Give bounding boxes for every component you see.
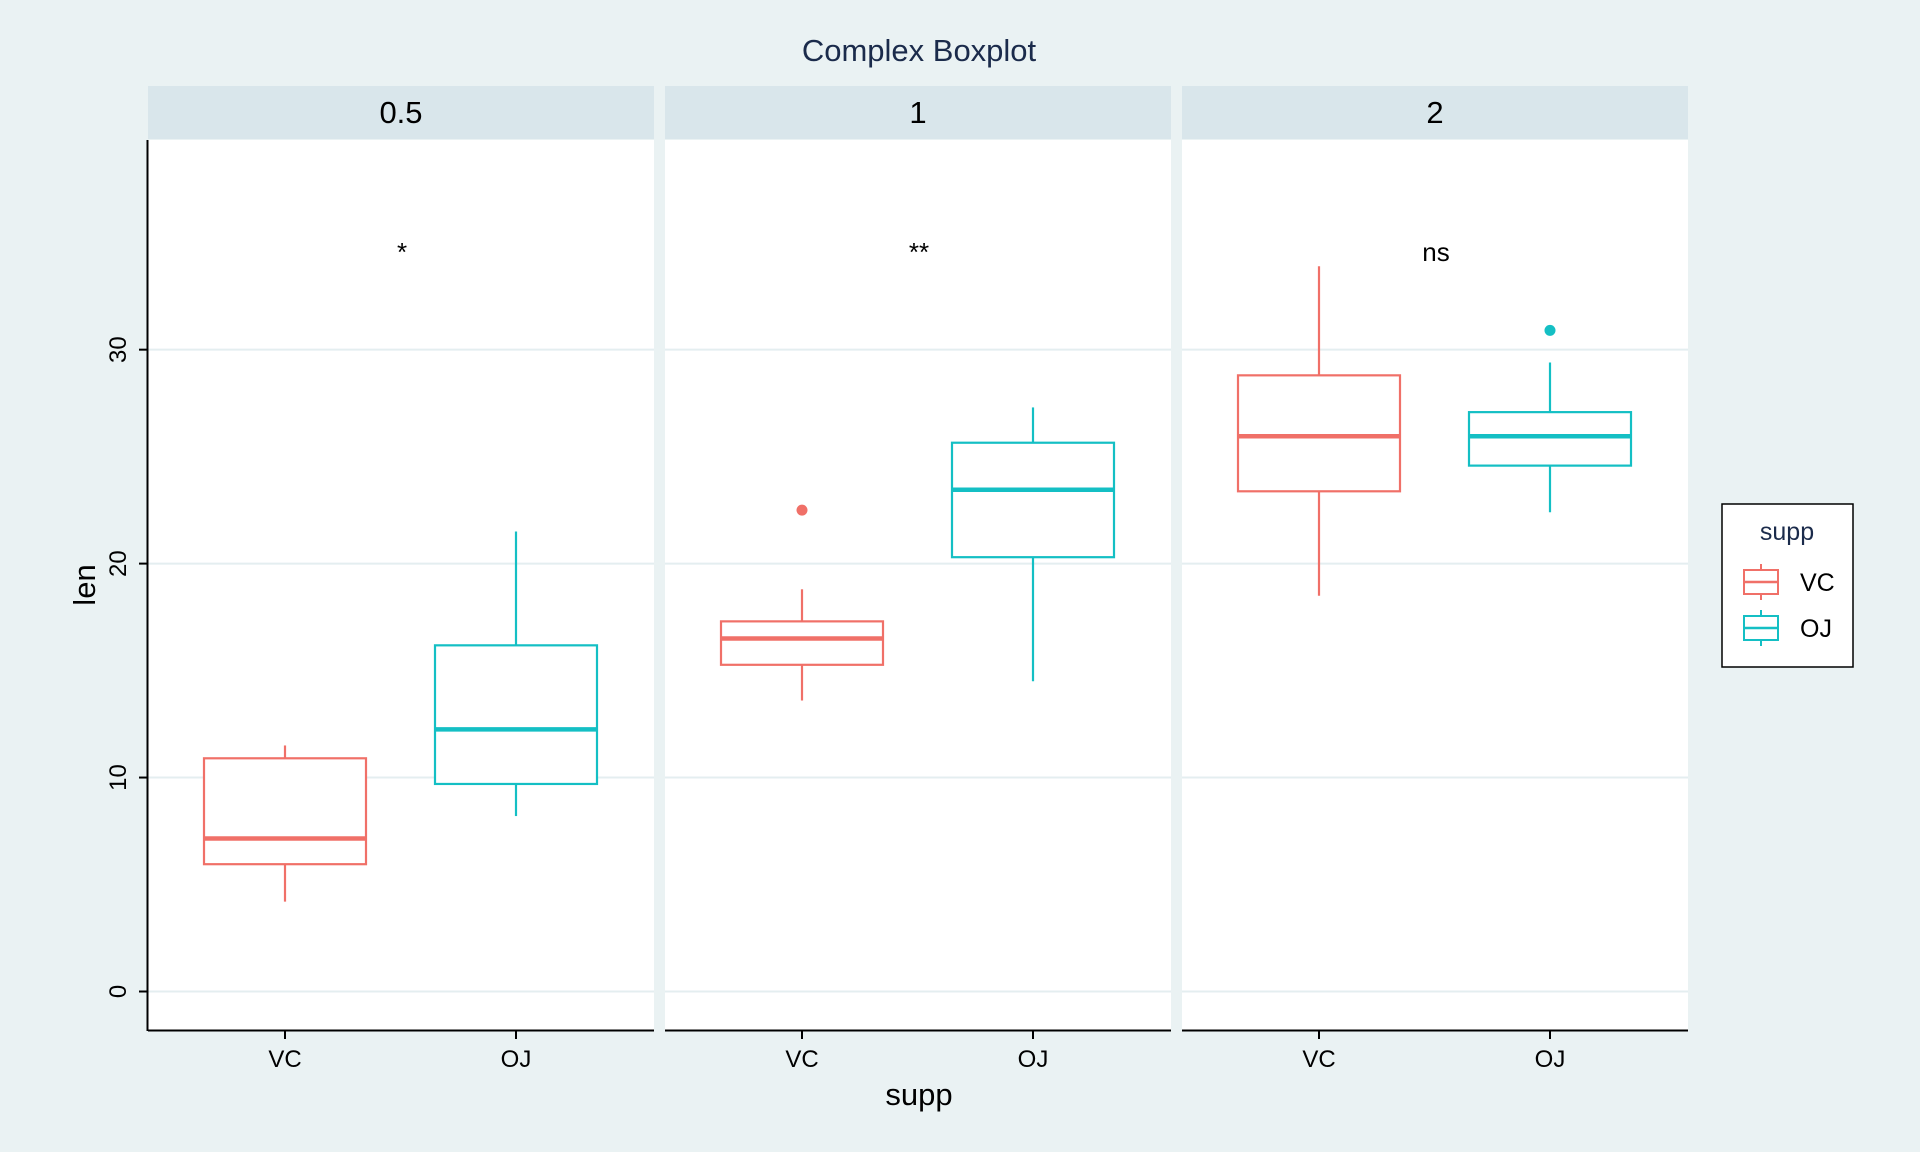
box-iqr bbox=[433, 644, 599, 786]
box-iqr bbox=[202, 757, 368, 866]
panel-background bbox=[665, 140, 1171, 1030]
outlier-point bbox=[1544, 324, 1556, 336]
significance-label: ns bbox=[1422, 237, 1449, 267]
legend-title: supp bbox=[1760, 518, 1814, 546]
box-iqr bbox=[719, 620, 885, 666]
legend-entry-vc: VC bbox=[1743, 564, 1835, 600]
legend-label: OJ bbox=[1800, 615, 1832, 643]
facet-strip-label: 0.5 bbox=[379, 95, 422, 130]
y-tick-label: 30 bbox=[105, 336, 132, 363]
legend-entry-oj: OJ bbox=[1743, 610, 1832, 646]
legend: supp VC OJ bbox=[1721, 503, 1854, 668]
legend-entries: VC OJ bbox=[1743, 564, 1835, 646]
panel-background bbox=[1182, 140, 1688, 1030]
facet-panel-0.5: 0.5 VC OJ * bbox=[148, 86, 654, 1073]
box-iqr bbox=[1467, 411, 1633, 467]
box-iqr bbox=[1236, 374, 1402, 493]
x-tick-label: OJ bbox=[1535, 1046, 1566, 1073]
outlier-point bbox=[796, 504, 808, 516]
box-vc bbox=[202, 745, 368, 902]
box-vc bbox=[719, 504, 885, 701]
facet-panel-2: 2 VC OJ ns bbox=[1182, 86, 1688, 1073]
x-tick-label: VC bbox=[268, 1046, 301, 1073]
y-tick-label: 10 bbox=[105, 764, 132, 791]
facet-strip bbox=[148, 86, 654, 139]
facet-panel-1: 1 VC OJ ** bbox=[665, 86, 1171, 1073]
y-tick-label: 0 bbox=[105, 985, 132, 998]
panel-background bbox=[148, 140, 654, 1030]
box-oj bbox=[950, 407, 1116, 682]
significance-label: * bbox=[397, 237, 407, 267]
box-iqr bbox=[950, 441, 1116, 559]
facet-strip bbox=[665, 86, 1171, 139]
box-oj bbox=[1467, 324, 1633, 513]
x-tick-label: OJ bbox=[501, 1046, 532, 1073]
x-tick-label: OJ bbox=[1018, 1046, 1049, 1073]
facet-strip bbox=[1182, 86, 1688, 139]
x-axis-title: supp bbox=[885, 1077, 952, 1112]
y-tick-label: 20 bbox=[105, 550, 132, 577]
facet-strip-label: 2 bbox=[1426, 95, 1443, 130]
facet-strip-label: 1 bbox=[909, 95, 926, 130]
x-tick-label: VC bbox=[1302, 1046, 1335, 1073]
x-tick-label: VC bbox=[785, 1046, 818, 1073]
legend-label: VC bbox=[1800, 569, 1835, 597]
y-axis-title: len bbox=[67, 564, 102, 605]
significance-label: ** bbox=[909, 237, 929, 267]
panels-layer: 0.5 VC OJ * 1 VC OJ ** 2 VC OJ ns bbox=[148, 86, 1688, 1073]
y-axis: 0 10 20 30 bbox=[105, 140, 149, 1031]
box-oj bbox=[433, 531, 599, 817]
chart-title: Complex Boxplot bbox=[802, 33, 1037, 68]
box-vc bbox=[1236, 266, 1402, 596]
